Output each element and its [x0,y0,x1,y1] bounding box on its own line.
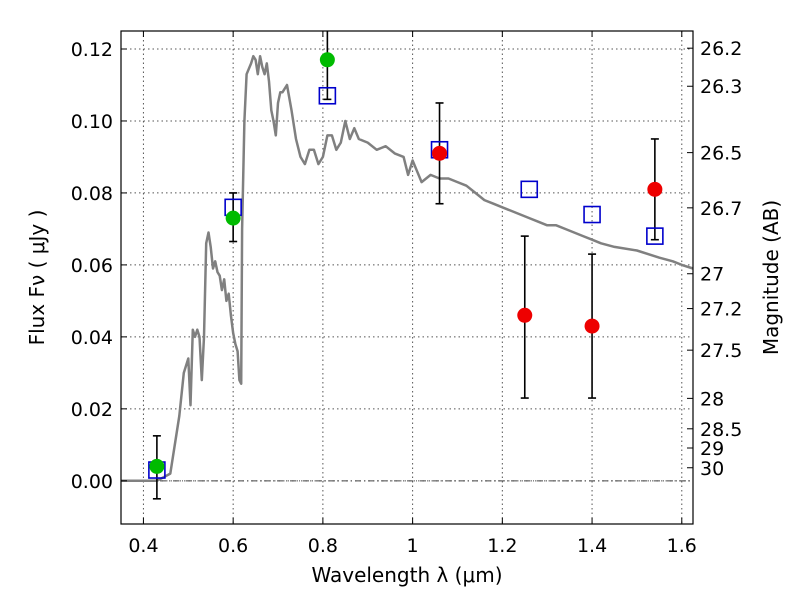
mag-tick-label: 27 [700,264,724,286]
red-data-point [584,318,600,334]
y-tick-label: 0.08 [71,183,113,205]
y-tick-label: 0.00 [71,471,113,493]
y2-axis-title: Magnitude (AB) [759,200,783,355]
mag-tick-label: 28 [700,388,724,410]
mag-tick-label: 26.2 [700,38,742,60]
model-spectrum-line [121,54,693,483]
x-tick-label: 1.4 [577,535,607,557]
y-tick-label: 0.12 [71,39,113,61]
green-data-point [225,210,241,226]
y-tick-label: 0.04 [71,327,113,349]
green-data-point [319,52,335,68]
mag-tick-label: 26.3 [700,76,742,98]
mag-tick-label: 29 [700,438,724,460]
green-data-point [149,458,165,474]
model-photometry-square [646,227,664,245]
axis-ticks: 0.4 0.6 0.8 1 1.2 1.4 1.6 0.00 0.02 0.04 0.06 0.08 0… [71,31,742,557]
x-tick-label: 1.6 [667,535,697,557]
x-tick-label: 0.8 [308,535,338,557]
y-tick-label: 0.02 [71,399,113,421]
plot-frame [120,30,694,525]
model-photometry-square [520,180,539,199]
grid-lines [121,31,693,524]
red-data-point [517,307,533,323]
mag-tick-label: 28.5 [700,419,742,441]
red-data-point [432,145,448,161]
plot-area [121,31,693,500]
y-tick-label: 0.06 [71,255,113,277]
x-tick-label: 0.4 [128,535,158,557]
mag-tick-label: 30 [700,458,724,480]
mag-tick-label: 26.7 [700,198,742,220]
mag-tick-label: 26.5 [700,143,742,165]
red-data-point [647,181,663,197]
mag-tick-label: 27.2 [700,299,742,321]
model-photometry-square [318,86,337,105]
x-tick-label: 1.2 [487,535,517,557]
model-photometry-square [583,205,601,224]
x-tick-label: 0.6 [218,535,248,557]
x-axis-title: Wavelength λ (μm) [311,563,502,587]
x-tick-label: 1 [407,535,419,557]
mag-tick-label: 27.5 [700,340,742,362]
y-tick-label: 0.10 [71,111,113,133]
y-axis-title: Flux Fν ( μJy ) [25,210,49,346]
